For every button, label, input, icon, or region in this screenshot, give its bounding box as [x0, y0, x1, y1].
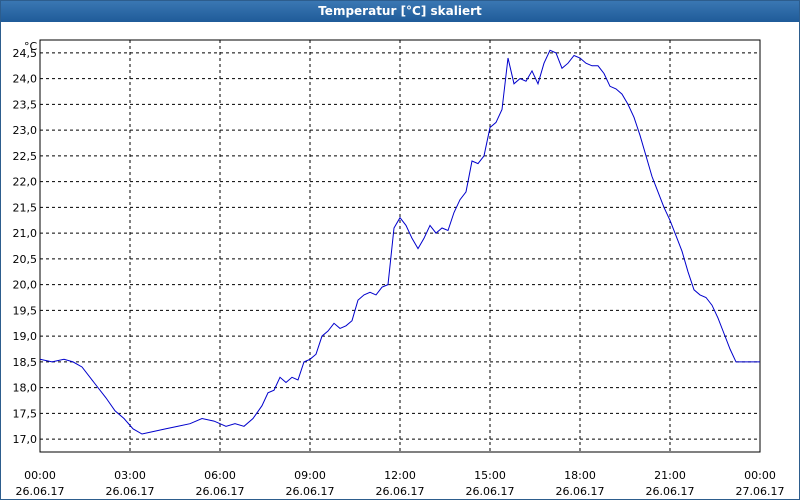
y-tick-label: 17,0	[13, 433, 38, 446]
x-tick-time: 09:00	[294, 469, 326, 482]
x-tick-time: 18:00	[564, 469, 596, 482]
y-tick-label: 23,5	[13, 98, 38, 111]
y-axis: 17,0 17,5 18,0 18,5 19,0 19,5 20,0 20,5 21,0 21,5…	[13, 47, 38, 446]
x-tick-time: 00:00	[744, 469, 776, 482]
y-tick-label: 20,0	[13, 279, 38, 292]
y-tick-label: 21,0	[13, 227, 38, 240]
y-tick-label: 19,0	[13, 330, 38, 343]
x-tick-date: 26.06.17	[376, 485, 425, 498]
x-tick-date: 26.06.17	[556, 485, 605, 498]
x-axis: 00:00 26.06.17 03:00 26.06.17 06:00 26.06.17 0…	[16, 469, 785, 498]
x-tick-time: 21:00	[654, 469, 686, 482]
y-tick-label: 19,5	[13, 304, 38, 317]
x-tick-date: 26.06.17	[106, 485, 155, 498]
x-tick-date: 26.06.17	[646, 485, 695, 498]
y-axis-unit: °C	[24, 40, 38, 53]
y-tick-label: 23,0	[13, 124, 38, 137]
x-tick-time: 15:00	[474, 469, 506, 482]
x-tick-time: 00:00	[24, 469, 56, 482]
x-tick-date: 26.06.17	[16, 485, 65, 498]
y-tick-label: 17,5	[13, 407, 38, 420]
x-tick-date: 26.06.17	[196, 485, 245, 498]
y-tick-label: 24,0	[13, 73, 38, 86]
y-tick-label: 24,5	[13, 47, 38, 60]
x-tick-time: 12:00	[384, 469, 416, 482]
x-tick-time: 06:00	[204, 469, 236, 482]
y-tick-label: 18,5	[13, 356, 38, 369]
x-tick-date: 26.06.17	[466, 485, 515, 498]
x-tick-date: 26.06.17	[286, 485, 335, 498]
temperature-series-line	[39, 49, 760, 435]
y-tick-label: 20,5	[13, 253, 38, 266]
grid-lines	[40, 40, 760, 452]
y-tick-label: 18,0	[13, 382, 38, 395]
y-tick-label: 21,5	[13, 201, 38, 214]
y-tick-label: 22,0	[13, 176, 38, 189]
x-tick-time: 03:00	[114, 469, 146, 482]
chart-title: Temperatur [°C] skaliert	[1, 1, 799, 22]
x-tick-date: 27.06.17	[736, 485, 785, 498]
y-tick-label: 22,5	[13, 150, 38, 163]
